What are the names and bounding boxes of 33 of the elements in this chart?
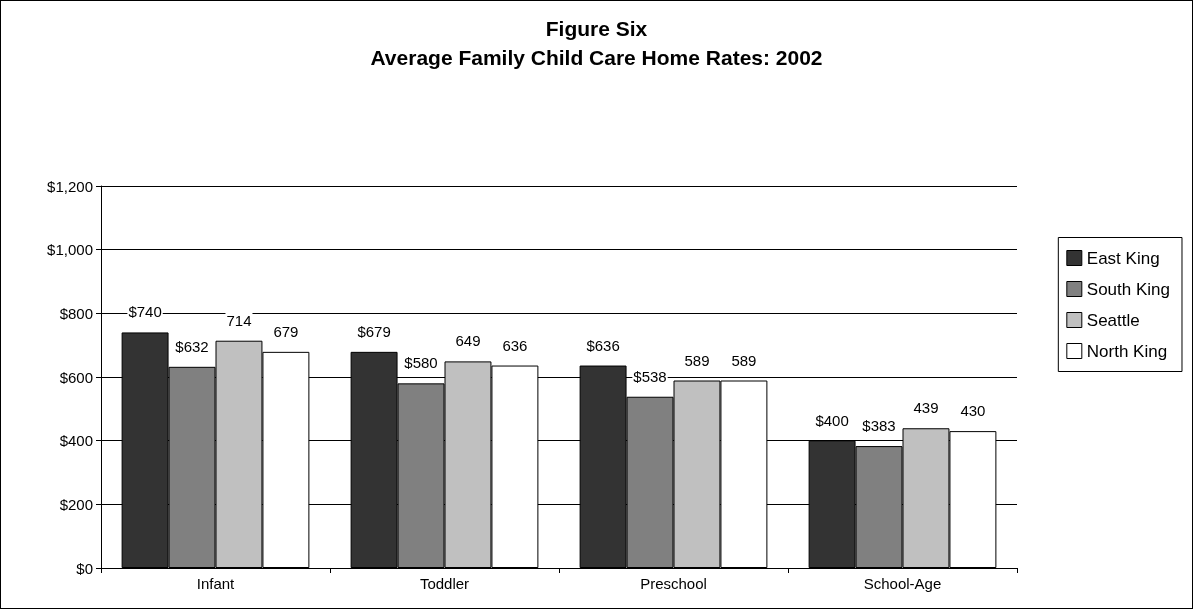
data-label: 589 (684, 351, 710, 369)
y-tick-label: $0 (76, 559, 93, 577)
chart-title: Figure Six (545, 17, 648, 40)
data-label: 649 (455, 332, 481, 350)
data-label: $538 (633, 367, 667, 385)
y-tick-label: $600 (59, 368, 93, 386)
x-tick-label: School-Age (863, 575, 942, 592)
legend-label: East King (1086, 248, 1160, 268)
data-label: $632 (175, 337, 209, 355)
legend-label: Seattle (1086, 310, 1140, 330)
data-label: $383 (862, 417, 896, 435)
data-label: 679 (273, 322, 299, 340)
chart-subtitle: Average Family Child Care Home Rates: 2002 (370, 46, 823, 69)
data-label: 589 (731, 351, 757, 369)
data-label: $636 (586, 336, 620, 354)
data-label: 430 (960, 402, 986, 420)
data-label: $679 (357, 322, 391, 340)
legend-label: South King (1086, 279, 1171, 299)
x-tick-label: Toddler (419, 575, 470, 592)
y-tick-label: $1,000 (47, 241, 93, 259)
data-label: 439 (913, 399, 939, 417)
data-label: $580 (404, 354, 438, 372)
data-label: 714 (226, 311, 252, 329)
x-tick-label: Infant (196, 575, 236, 592)
y-tick-label: $200 (59, 495, 93, 513)
data-label: 636 (502, 336, 528, 354)
y-tick-label: $400 (59, 432, 93, 450)
x-tick-label: Preschool (640, 575, 707, 592)
legend-label: North King (1086, 341, 1168, 361)
data-label: $400 (815, 411, 849, 429)
y-tick-label: $800 (59, 304, 93, 322)
data-label: $740 (128, 303, 162, 321)
y-tick-label: $1,200 (47, 177, 93, 195)
